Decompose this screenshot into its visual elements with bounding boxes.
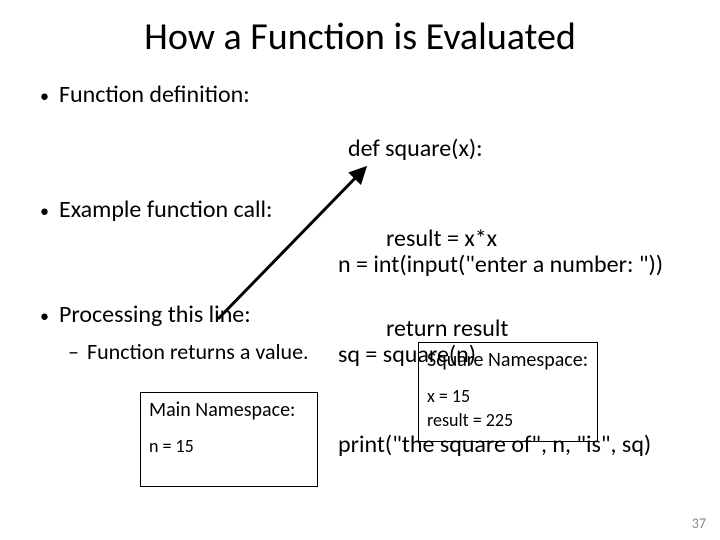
ns-line: result = 225 — [427, 408, 589, 432]
bullet-processing: • Processing this line: — [40, 300, 251, 329]
slide-content: • Function definition: • Example functio… — [0, 60, 720, 78]
ns-line: n = 15 — [149, 434, 309, 458]
bullet-text: Processing this line: — [59, 300, 251, 329]
page-number: 37 — [692, 515, 706, 532]
code-line: def square(x): — [348, 134, 508, 164]
square-namespace-box: Square Namespace: x = 15 result = 225 — [418, 342, 598, 442]
code-line: n = int(input("enter a number: ")) — [338, 250, 663, 280]
main-namespace-box: Main Namespace: n = 15 — [140, 392, 318, 487]
bullet-text: Function definition: — [59, 80, 250, 109]
bullet-dot: • — [40, 304, 49, 328]
ns-title: Main Namespace: — [149, 397, 309, 424]
bullet-dot: • — [40, 84, 49, 108]
ns-line: x = 15 — [427, 384, 589, 408]
dash-icon: – — [68, 338, 79, 365]
bullet-example-call: • Example function call: — [40, 195, 272, 224]
bullet-text: Example function call: — [59, 195, 272, 224]
ns-title: Square Namespace: — [427, 347, 589, 374]
bullet-func-definition: • Function definition: — [40, 80, 250, 109]
sub-bullet-text: Function returns a value. — [87, 338, 309, 365]
bullet-dot: • — [40, 199, 49, 223]
sub-bullet-returns: – Function returns a value. — [68, 338, 309, 365]
slide-title: How a Function is Evaluated — [0, 0, 720, 60]
